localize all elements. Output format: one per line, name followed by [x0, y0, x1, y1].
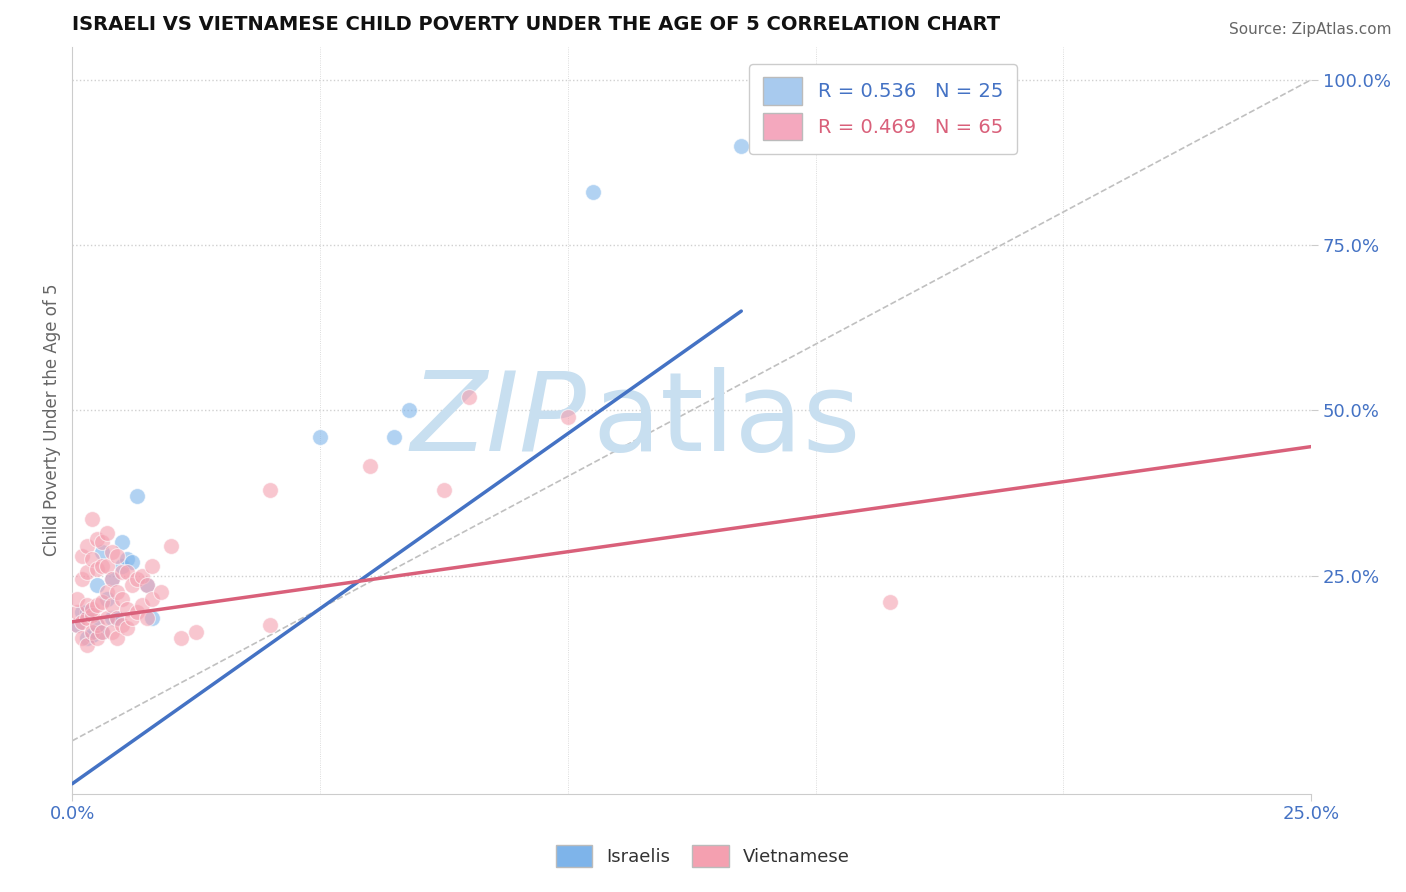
Point: [141, 591, 163, 606]
Point: [101, 572, 124, 586]
Point: [259, 618, 281, 632]
Point: [184, 624, 207, 639]
Point: [76, 599, 98, 613]
Point: [76, 539, 98, 553]
Point: [91, 535, 114, 549]
Point: [105, 611, 128, 625]
Point: [125, 572, 148, 586]
Point: [76, 632, 98, 646]
Point: [80, 512, 103, 526]
Point: [105, 611, 128, 625]
Point: [66, 618, 89, 632]
Point: [457, 390, 479, 404]
Point: [730, 138, 752, 153]
Point: [141, 558, 163, 573]
Point: [105, 549, 128, 563]
Point: [131, 568, 153, 582]
Point: [125, 605, 148, 619]
Text: ZIP: ZIP: [411, 367, 586, 474]
Point: [111, 591, 134, 606]
Point: [135, 578, 157, 592]
Point: [86, 578, 108, 592]
Point: [96, 591, 118, 606]
Point: [91, 624, 114, 639]
Point: [382, 430, 405, 444]
Point: [70, 605, 93, 619]
Point: [359, 459, 381, 474]
Point: [309, 430, 332, 444]
Point: [76, 565, 98, 579]
Point: [879, 595, 901, 609]
Point: [80, 608, 103, 623]
Point: [259, 483, 281, 497]
Point: [150, 585, 173, 599]
Point: [121, 578, 143, 592]
Point: [70, 549, 93, 563]
Point: [111, 558, 134, 573]
Point: [398, 403, 420, 417]
Point: [141, 611, 163, 625]
Point: [70, 632, 93, 646]
Point: [105, 585, 128, 599]
Point: [111, 565, 134, 579]
Point: [86, 599, 108, 613]
Point: [80, 628, 103, 642]
Point: [91, 558, 114, 573]
Point: [557, 409, 579, 424]
Point: [115, 601, 138, 615]
Point: [121, 611, 143, 625]
Point: [91, 624, 114, 639]
Point: [76, 638, 98, 652]
Point: [125, 489, 148, 503]
Point: [96, 611, 118, 625]
Point: [433, 483, 456, 497]
Point: [91, 545, 114, 559]
Legend: R = 0.536   N = 25, R = 0.469   N = 65: R = 0.536 N = 25, R = 0.469 N = 65: [749, 64, 1017, 154]
Point: [86, 618, 108, 632]
Point: [66, 618, 89, 632]
Point: [76, 605, 98, 619]
Point: [91, 595, 114, 609]
Point: [111, 535, 134, 549]
Text: atlas: atlas: [592, 367, 860, 474]
Point: [86, 532, 108, 546]
Point: [80, 601, 103, 615]
Point: [121, 555, 143, 569]
Point: [131, 599, 153, 613]
Point: [115, 552, 138, 566]
Point: [76, 611, 98, 625]
Text: Source: ZipAtlas.com: Source: ZipAtlas.com: [1229, 22, 1392, 37]
Point: [66, 591, 89, 606]
Legend: Israelis, Vietnamese: Israelis, Vietnamese: [548, 838, 858, 874]
Point: [80, 624, 103, 639]
Point: [105, 632, 128, 646]
Text: ISRAELI VS VIETNAMESE CHILD POVERTY UNDER THE AGE OF 5 CORRELATION CHART: ISRAELI VS VIETNAMESE CHILD POVERTY UNDE…: [72, 15, 1000, 34]
Point: [135, 578, 157, 592]
Y-axis label: Child Poverty Under the Age of 5: Child Poverty Under the Age of 5: [44, 284, 60, 557]
Point: [86, 562, 108, 576]
Point: [170, 632, 193, 646]
Point: [115, 621, 138, 635]
Point: [70, 572, 93, 586]
Point: [70, 615, 93, 629]
Point: [111, 618, 134, 632]
Point: [101, 599, 124, 613]
Point: [96, 525, 118, 540]
Point: [80, 552, 103, 566]
Point: [96, 585, 118, 599]
Point: [86, 632, 108, 646]
Point: [135, 611, 157, 625]
Point: [101, 611, 124, 625]
Point: [101, 572, 124, 586]
Point: [160, 539, 183, 553]
Point: [115, 565, 138, 579]
Point: [66, 605, 89, 619]
Point: [86, 618, 108, 632]
Point: [581, 185, 603, 199]
Point: [101, 545, 124, 559]
Point: [101, 624, 124, 639]
Point: [96, 558, 118, 573]
